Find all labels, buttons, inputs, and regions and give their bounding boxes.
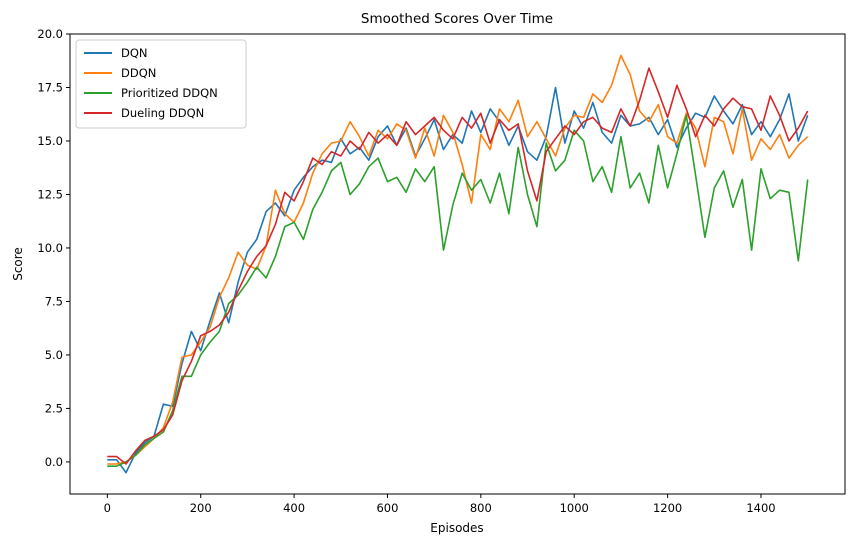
y-tick-label: 5.0	[45, 348, 63, 362]
series-line-3	[107, 67, 809, 465]
y-tick-label: 17.5	[37, 80, 63, 94]
x-tick-label: 200	[190, 501, 212, 515]
x-axis-label: Episodes	[430, 521, 483, 535]
x-tick-label: 1000	[560, 501, 589, 515]
y-tick-label: 15.0	[37, 134, 63, 148]
legend-label-1: DDQN	[121, 66, 156, 80]
y-axis-label: Score	[11, 247, 25, 281]
legend-label-0: DQN	[121, 46, 148, 60]
y-tick-label: 20.0	[37, 27, 63, 41]
y-tick-label: 0.0	[45, 455, 63, 469]
y-tick-label: 7.5	[45, 294, 63, 308]
plot-frame	[69, 33, 846, 495]
x-tick-label: 400	[283, 501, 305, 515]
y-tick-label: 12.5	[37, 187, 63, 201]
legend-frame	[75, 39, 247, 129]
y-tick-label: 2.5	[45, 401, 63, 415]
legend: DQN DDQN Prioritized DDQN Dueling DDQN	[75, 39, 247, 129]
legend-label-2: Prioritized DDQN	[121, 86, 218, 100]
x-tick-label: 600	[376, 501, 398, 515]
x-tick-label: 800	[470, 501, 492, 515]
legend-label-3: Dueling DDQN	[121, 106, 204, 120]
x-tick-label: 1400	[746, 501, 775, 515]
legend-items: DQN DDQN Prioritized DDQN Dueling DDQN	[84, 46, 218, 120]
series-layer	[107, 54, 809, 474]
y-tick-label: 10.0	[37, 241, 63, 255]
x-tick-label: 0	[104, 501, 111, 515]
x-tick-label: 1200	[653, 501, 682, 515]
ticks-layer: 0 200 400 600 800 1000 1200 1400 0.0 2.5 5.0 7.5 10.…	[37, 27, 775, 515]
chart-title: Smoothed Scores Over Time	[361, 11, 553, 27]
